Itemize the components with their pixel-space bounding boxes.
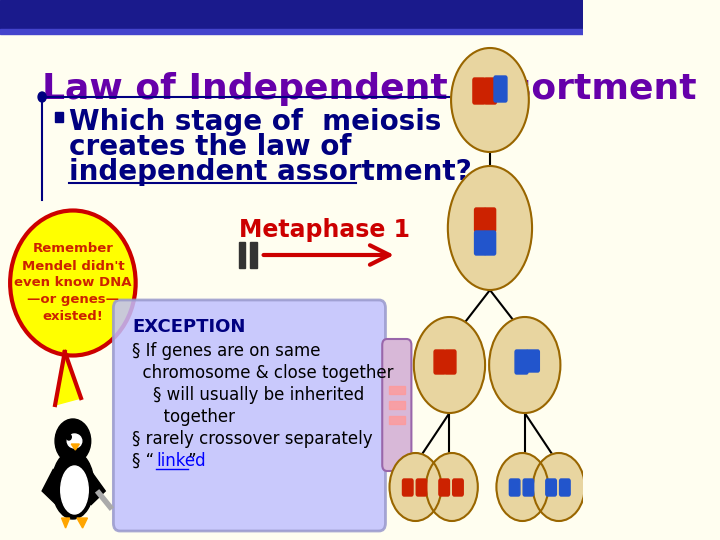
Text: Remember
Mendel didn't
even know DNA
—or genes—
existed!: Remember Mendel didn't even know DNA —or… bbox=[14, 242, 132, 323]
Text: § rarely crossover separately: § rarely crossover separately bbox=[132, 430, 373, 448]
Ellipse shape bbox=[426, 453, 478, 521]
Circle shape bbox=[38, 92, 46, 102]
Ellipse shape bbox=[448, 166, 532, 290]
Ellipse shape bbox=[533, 453, 585, 521]
FancyBboxPatch shape bbox=[523, 479, 534, 496]
Ellipse shape bbox=[496, 453, 548, 521]
FancyBboxPatch shape bbox=[444, 350, 456, 374]
Ellipse shape bbox=[60, 466, 89, 514]
FancyBboxPatch shape bbox=[434, 350, 446, 374]
FancyBboxPatch shape bbox=[485, 231, 495, 255]
FancyBboxPatch shape bbox=[485, 208, 495, 232]
FancyBboxPatch shape bbox=[485, 78, 496, 104]
FancyBboxPatch shape bbox=[416, 479, 427, 496]
FancyBboxPatch shape bbox=[509, 479, 520, 496]
Text: creates the law of: creates the law of bbox=[69, 133, 351, 161]
FancyBboxPatch shape bbox=[494, 76, 507, 102]
Polygon shape bbox=[71, 444, 79, 450]
Polygon shape bbox=[91, 473, 105, 505]
FancyBboxPatch shape bbox=[453, 479, 463, 496]
Text: § If genes are on same: § If genes are on same bbox=[132, 342, 320, 360]
FancyBboxPatch shape bbox=[473, 78, 485, 104]
Text: Metaphase 1: Metaphase 1 bbox=[239, 218, 410, 242]
FancyBboxPatch shape bbox=[402, 479, 413, 496]
Bar bbox=[55, 112, 63, 122]
Text: linked: linked bbox=[156, 452, 206, 470]
Ellipse shape bbox=[67, 434, 82, 448]
FancyBboxPatch shape bbox=[439, 479, 449, 496]
Text: § “: § “ bbox=[132, 452, 154, 470]
Polygon shape bbox=[55, 352, 81, 405]
Bar bbox=[239, 242, 246, 268]
FancyBboxPatch shape bbox=[474, 208, 486, 232]
Text: ”: ” bbox=[188, 452, 197, 470]
Ellipse shape bbox=[52, 451, 94, 519]
Ellipse shape bbox=[414, 317, 485, 413]
FancyBboxPatch shape bbox=[546, 479, 557, 496]
Polygon shape bbox=[61, 518, 70, 528]
FancyBboxPatch shape bbox=[526, 350, 539, 372]
Text: Which stage of  meiosis: Which stage of meiosis bbox=[69, 108, 441, 136]
Text: chromosome & close together: chromosome & close together bbox=[132, 364, 394, 382]
Ellipse shape bbox=[390, 453, 441, 521]
FancyBboxPatch shape bbox=[382, 339, 411, 471]
Bar bbox=[0, 0, 583, 29]
Bar bbox=[389, 416, 405, 424]
Text: independent assortment?: independent assortment? bbox=[69, 158, 472, 186]
Bar bbox=[389, 401, 405, 409]
Bar bbox=[251, 242, 257, 268]
FancyArrowPatch shape bbox=[264, 245, 390, 265]
Text: Law of Independent Assortment: Law of Independent Assortment bbox=[42, 72, 697, 106]
Circle shape bbox=[66, 434, 71, 440]
Text: § will usually be inherited: § will usually be inherited bbox=[132, 386, 364, 404]
FancyBboxPatch shape bbox=[113, 300, 385, 531]
Ellipse shape bbox=[10, 211, 135, 355]
Text: together: together bbox=[132, 408, 235, 426]
Bar bbox=[389, 386, 405, 394]
Ellipse shape bbox=[451, 48, 528, 152]
Circle shape bbox=[55, 419, 91, 463]
FancyBboxPatch shape bbox=[474, 231, 486, 255]
Polygon shape bbox=[77, 518, 87, 528]
Polygon shape bbox=[42, 469, 57, 505]
Text: EXCEPTION: EXCEPTION bbox=[132, 318, 246, 336]
FancyBboxPatch shape bbox=[559, 479, 570, 496]
Bar bbox=[0, 29, 583, 34]
FancyBboxPatch shape bbox=[515, 350, 528, 374]
Ellipse shape bbox=[489, 317, 560, 413]
